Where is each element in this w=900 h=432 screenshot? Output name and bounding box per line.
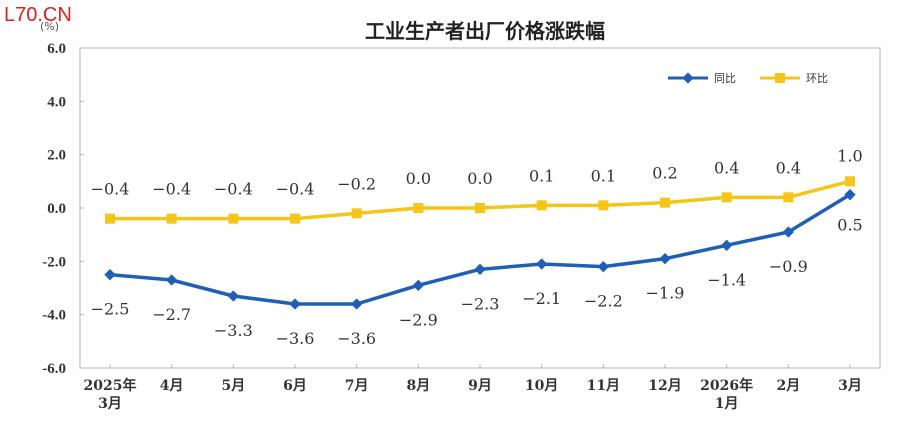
x-tick-label: 12月	[648, 378, 681, 394]
data-label-yoy: −3.6	[276, 329, 315, 348]
data-label-yoy: −0.9	[769, 257, 808, 276]
data-point-mom	[105, 213, 115, 224]
data-label-mom: −0.4	[91, 180, 130, 199]
data-point-yoy	[721, 239, 733, 251]
data-point-mom	[660, 197, 670, 208]
chart-title: 工业生产者出厂价格涨跌幅	[365, 19, 605, 43]
x-tick-label: 9月	[468, 378, 492, 394]
x-axis: 2025年 3月 4月 5月 6月 7月 8月 9月 10月 11月 12月 2026年 1月 2月 3月	[84, 364, 862, 412]
data-point-yoy	[597, 261, 609, 273]
data-point-yoy	[536, 258, 548, 270]
data-label-yoy: −1.9	[646, 284, 685, 303]
data-label-mom: −0.4	[276, 180, 315, 199]
data-point-yoy	[351, 298, 363, 310]
data-label-mom: −0.4	[152, 180, 191, 199]
x-tick-label: 10月	[525, 378, 558, 394]
data-label-yoy: −2.9	[399, 310, 438, 329]
data-point-mom	[166, 213, 177, 224]
data-label-mom: 0.0	[406, 169, 431, 188]
data-point-yoy	[659, 253, 671, 265]
data-label-yoy: −1.4	[707, 270, 746, 289]
data-label-mom: −0.4	[214, 180, 253, 199]
data-label-yoy: −3.3	[214, 321, 253, 340]
x-tick-label: 5月	[221, 378, 245, 394]
data-label-yoy: −2.2	[584, 292, 623, 311]
data-label-yoy: −2.3	[461, 294, 500, 313]
x-tick-label: 3月	[838, 378, 862, 394]
x-tick-label: 8月	[406, 378, 430, 394]
x-tick-label: 6月	[283, 378, 307, 394]
watermark: L70.CN	[4, 4, 72, 26]
data-point-mom	[536, 200, 547, 211]
legend-label-yoy: 同比	[714, 72, 736, 85]
x-tick-label: 2026年	[700, 377, 753, 394]
data-point-mom	[783, 192, 794, 203]
x-tick-label: 2月	[776, 378, 800, 394]
y-tick-label: -4.0	[42, 308, 66, 324]
data-point-mom	[290, 213, 300, 224]
data-label-mom: 1.0	[837, 146, 862, 165]
data-label-mom: 0.1	[591, 166, 616, 185]
data-point-mom	[351, 208, 362, 219]
data-label-mom: 0.4	[776, 158, 801, 177]
legend-marker-yoy	[682, 72, 694, 84]
y-tick-label: 0.0	[47, 201, 66, 217]
data-point-yoy	[844, 189, 856, 201]
data-point-yoy	[782, 226, 794, 238]
data-point-yoy	[474, 263, 486, 275]
legend-marker-mom	[775, 73, 785, 83]
data-label-yoy: −2.7	[152, 305, 191, 324]
data-label-yoy: −2.5	[91, 300, 130, 319]
data-label-mom: 0.0	[467, 169, 492, 188]
y-axis: 6.0 4.0 2.0 0.0 -2.0 -4.0 -6.0	[42, 41, 84, 377]
y-tick-label: 6.0	[47, 41, 66, 57]
y-unit-label: (%)	[40, 20, 59, 33]
data-label-yoy: −3.6	[337, 329, 376, 348]
series-group: −0.4 −0.4 −0.4 −0.4 −0.2 0.0 0.0 0.1 0.1 0.2 0.4 0.…	[91, 146, 863, 348]
x-tick-label: 3月	[98, 396, 122, 412]
y-tick-label: -2.0	[42, 254, 66, 270]
data-label-mom: −0.2	[337, 174, 376, 193]
x-tick-label: 11月	[587, 378, 620, 394]
data-point-mom	[721, 192, 732, 203]
data-label-yoy: 0.5	[837, 216, 862, 235]
data-label-mom: 0.1	[529, 166, 554, 185]
data-point-mom	[475, 203, 485, 213]
data-point-yoy	[412, 279, 424, 291]
y-tick-label: 2.0	[47, 148, 66, 164]
x-tick-label: 1月	[715, 396, 739, 412]
data-point-yoy	[227, 290, 239, 302]
data-point-yoy	[289, 298, 301, 310]
x-tick-label: 4月	[160, 378, 184, 394]
data-point-yoy	[104, 269, 116, 281]
data-label-mom: 0.2	[652, 164, 677, 183]
legend: 同比 环比	[668, 72, 828, 85]
data-label-mom: 0.4	[714, 158, 739, 177]
data-point-mom	[598, 200, 609, 211]
data-point-yoy	[166, 274, 178, 286]
x-tick-label: 7月	[345, 378, 369, 394]
y-tick-label: -6.0	[42, 361, 66, 377]
x-tick-label: 2025年	[84, 377, 137, 394]
data-label-yoy: −2.1	[522, 289, 561, 308]
y-tick-label: 4.0	[47, 94, 66, 110]
data-point-mom	[413, 203, 424, 213]
data-point-mom	[845, 176, 855, 187]
data-point-mom	[228, 213, 239, 224]
legend-label-mom: 环比	[806, 72, 828, 85]
